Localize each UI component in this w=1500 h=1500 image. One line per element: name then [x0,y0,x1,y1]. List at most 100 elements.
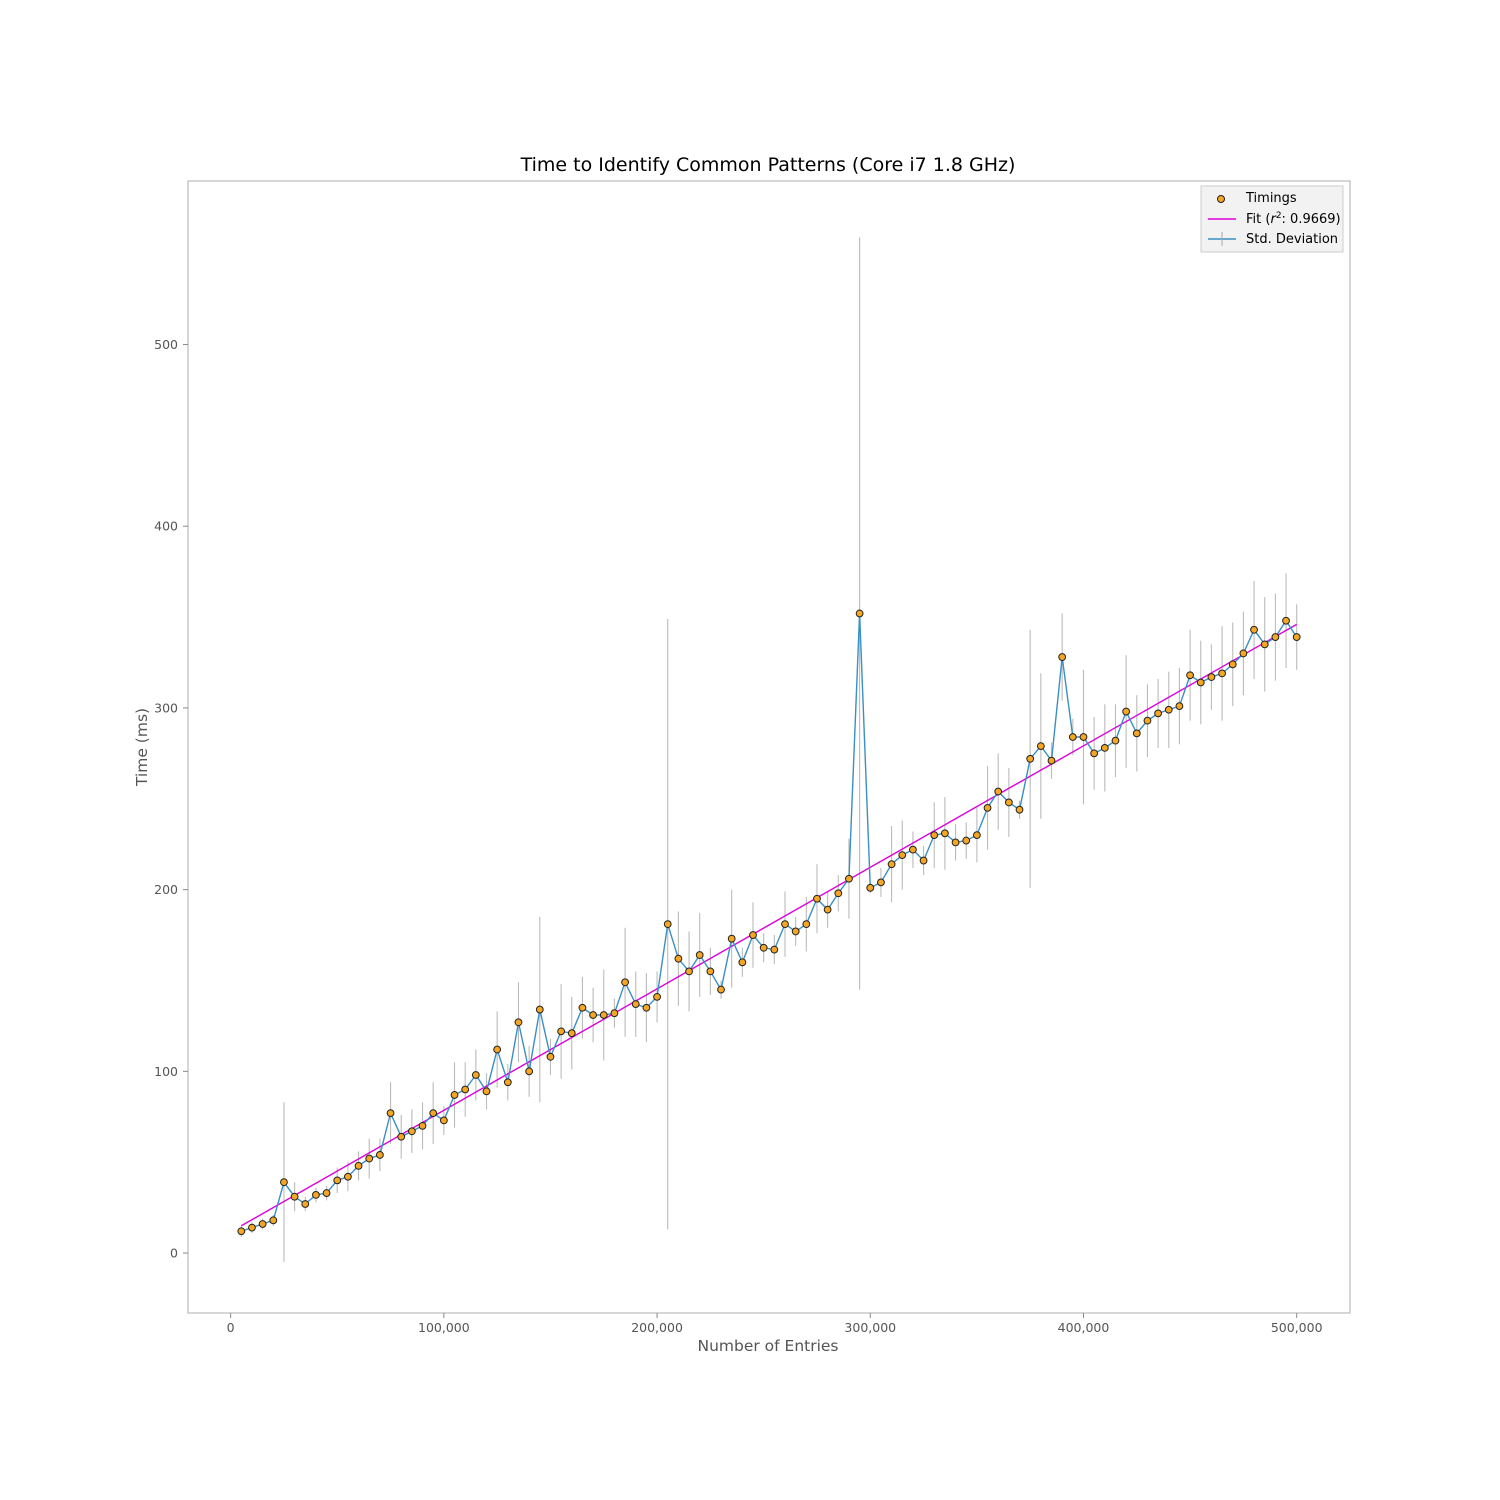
timing-point [727,934,736,943]
y-tick-label: 400 [154,519,178,534]
timing-point [1164,705,1173,714]
timing-point [1282,616,1290,625]
timing-point [1111,736,1120,745]
y-tick-label: 100 [154,1064,178,1079]
timing-point [290,1192,299,1201]
plot-frame [187,180,1351,1314]
timing-point [1271,633,1280,641]
timing-point [1026,754,1035,763]
timing-point [1228,660,1237,669]
timing-point [429,1109,438,1118]
timing-point [930,831,939,840]
timing-point [1260,640,1269,649]
timing-point [1058,653,1067,661]
timing-point [962,836,971,845]
timing-point [706,967,715,976]
timing-point [1186,671,1194,680]
timing-point [1175,702,1184,711]
timing-point [258,1220,267,1228]
timing-point [375,1151,384,1159]
timing-point [312,1190,320,1199]
timing-point [781,920,789,929]
timing-point [535,1005,544,1014]
timing-point [1047,756,1056,765]
timing-point [237,1227,246,1236]
timing-point [546,1052,555,1061]
legend-fit-r: r [1270,212,1277,227]
timing-point [1292,633,1301,641]
timing-point [695,951,704,959]
timing-point [887,860,896,869]
timing-point [770,945,779,954]
x-tick-label: 200,000 [631,1320,683,1335]
timing-point [493,1045,502,1054]
timing-point [269,1216,278,1225]
timing-point [503,1078,512,1087]
x-axis-label: Number of Entries [697,1337,838,1355]
timing-point [834,889,843,898]
timing-point [1122,707,1131,716]
timing-point [589,1011,598,1019]
timing-point [461,1085,470,1094]
timing-point [567,1029,576,1038]
timing-point [855,609,864,618]
legend-fit-suffix: : 0.9669) [1282,212,1341,227]
timings-line-group [241,613,1298,1232]
x-tick-label: 400,000 [1058,1320,1110,1335]
timing-point [578,1003,587,1012]
timing-point [482,1087,491,1096]
x-tick-label: 0 [227,1320,235,1335]
timing-point [621,978,629,987]
timing-point [1036,742,1045,750]
timing-point [823,905,832,914]
timing-point [1068,733,1077,741]
timing-point [877,878,885,887]
timing-point [333,1176,342,1185]
timing-point [845,874,853,883]
timing-point [674,954,683,963]
timing-point [994,787,1003,796]
timing-point [407,1127,416,1136]
timing-point [802,920,811,929]
timing-point [450,1091,459,1099]
timing-point [813,894,821,903]
timing-point [471,1071,480,1079]
timing-point [354,1161,363,1170]
y-tick-label: 500 [154,337,178,352]
timing-point [365,1154,374,1163]
timing-point [717,985,725,994]
timing-point [653,992,661,1001]
legend-fit-prefix: Fit ( [1246,212,1270,227]
timing-points [237,609,1301,1236]
timing-point [631,1000,640,1009]
y-tick-label: 300 [154,700,178,715]
x-tick-label: 500,000 [1271,1320,1323,1335]
y-axis-label: Time (ms) [133,708,151,787]
timing-point [1218,669,1226,678]
timing-point [1100,744,1109,752]
y-tick-label: 200 [154,882,178,897]
x-tick-label: 300,000 [844,1320,896,1335]
timing-point [1079,733,1088,741]
timing-point [525,1067,534,1076]
timing-point [749,931,757,939]
timing-point [1207,673,1216,681]
timing-point [418,1121,427,1130]
x-tick-label: 100,000 [418,1320,470,1335]
chart-title: Time to Identify Common Patterns (Core i… [520,154,1016,176]
timing-point [1132,729,1141,738]
x-axis-ticks: 0 100,000 200,000 300,000 400,000 500,000 [227,1313,1323,1335]
legend-fit-label: Fit (r2: 0.9669) [1246,211,1341,227]
timing-point [280,1178,288,1187]
timing-point [1090,749,1099,758]
y-axis-ticks: 0 100 200 300 400 500 [154,337,188,1261]
timing-point [301,1200,310,1208]
timing-point [397,1132,406,1141]
timings-line [241,613,1298,1232]
timing-point [248,1223,256,1232]
timing-point [599,1011,608,1019]
timing-point [386,1109,395,1118]
timing-point [919,856,928,865]
y-tick-label: 0 [170,1246,178,1261]
